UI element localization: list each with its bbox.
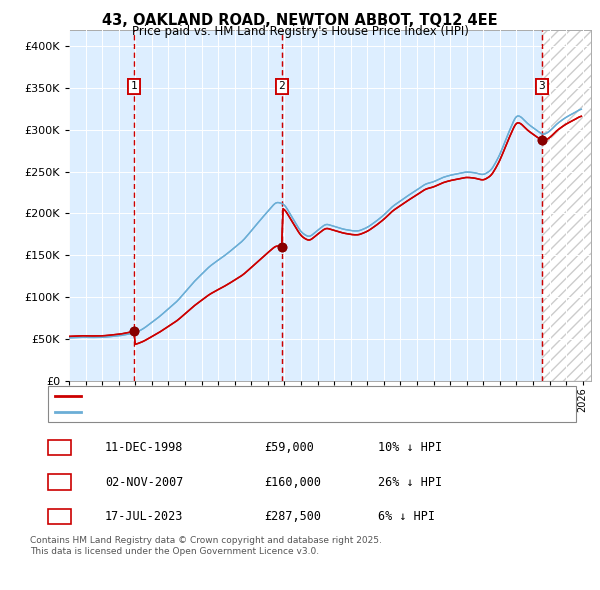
Text: Price paid vs. HM Land Registry's House Price Index (HPI): Price paid vs. HM Land Registry's House …	[131, 25, 469, 38]
Text: 2: 2	[278, 81, 285, 91]
Text: 2: 2	[278, 81, 285, 91]
Text: £59,000: £59,000	[264, 441, 314, 454]
Text: 26% ↓ HPI: 26% ↓ HPI	[378, 476, 442, 489]
Text: 1: 1	[56, 441, 63, 454]
Text: 43, OAKLAND ROAD, NEWTON ABBOT, TQ12 4EE (semi-detached house): 43, OAKLAND ROAD, NEWTON ABBOT, TQ12 4EE…	[85, 391, 463, 401]
Text: 17-JUL-2023: 17-JUL-2023	[105, 510, 184, 523]
Text: 3: 3	[56, 510, 63, 523]
Text: £160,000: £160,000	[264, 476, 321, 489]
Bar	[542, 30, 600, 381]
Text: 1: 1	[131, 81, 137, 91]
Text: 02-NOV-2007: 02-NOV-2007	[105, 476, 184, 489]
Text: 6% ↓ HPI: 6% ↓ HPI	[378, 510, 435, 523]
Text: 1: 1	[131, 81, 137, 91]
Text: 3: 3	[539, 81, 545, 91]
Bar	[69, 30, 542, 381]
Text: 3: 3	[539, 81, 545, 91]
Text: 2: 2	[56, 476, 63, 489]
Text: HPI: Average price, semi-detached house, Teignbridge: HPI: Average price, semi-detached house,…	[85, 407, 368, 417]
Text: £287,500: £287,500	[264, 510, 321, 523]
Text: 10% ↓ HPI: 10% ↓ HPI	[378, 441, 442, 454]
Text: 11-DEC-1998: 11-DEC-1998	[105, 441, 184, 454]
Text: 43, OAKLAND ROAD, NEWTON ABBOT, TQ12 4EE: 43, OAKLAND ROAD, NEWTON ABBOT, TQ12 4EE	[102, 13, 498, 28]
Text: Contains HM Land Registry data © Crown copyright and database right 2025.
This d: Contains HM Land Registry data © Crown c…	[30, 536, 382, 556]
